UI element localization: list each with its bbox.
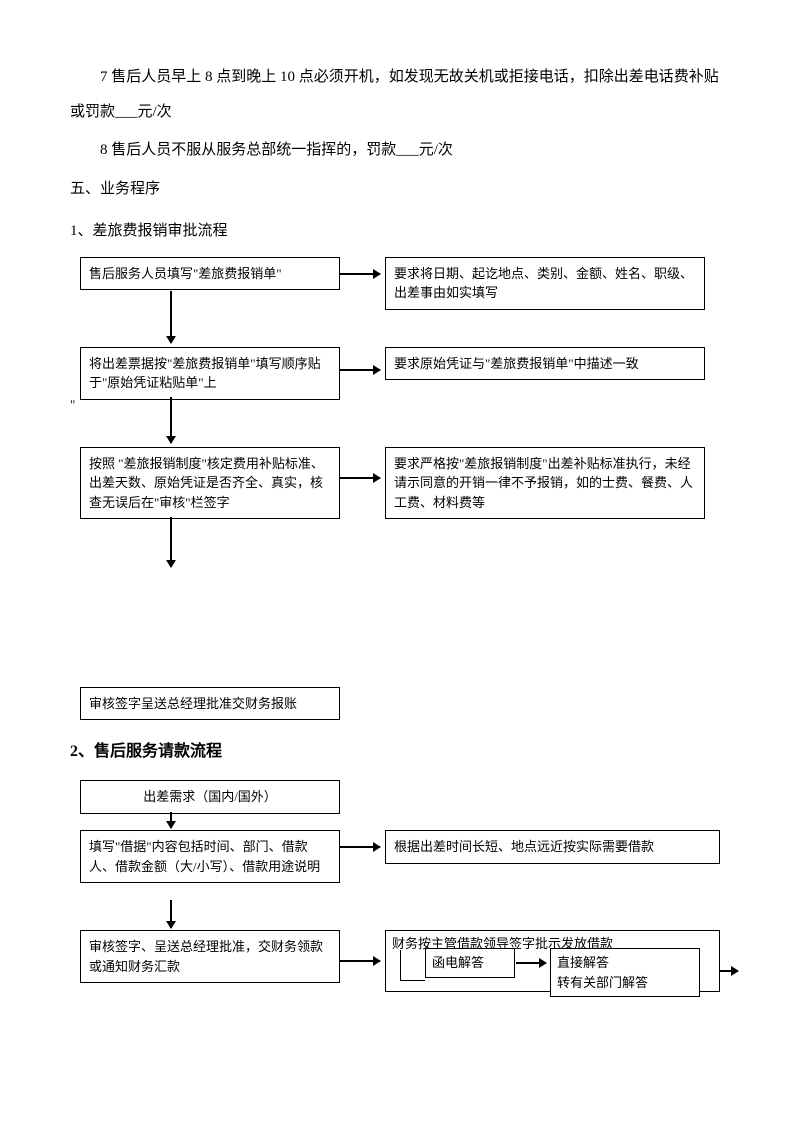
h1-text: 1、差旅费报销审批流程	[70, 223, 228, 239]
flow2-box3: 审核签字、呈送总经理批准，交财务领款或通知财务汇款	[80, 930, 340, 983]
arrow-d3	[170, 517, 172, 567]
arrow-d1	[170, 291, 172, 343]
arrow-r2	[340, 369, 380, 371]
flow2-box2: 填写"借据"内容包括时间、部门、借款人、借款金额（大/小写）、借款用途说明	[80, 830, 340, 883]
arrow-r1	[340, 273, 380, 275]
flow2-sub2-text: 直接解答	[557, 953, 693, 973]
flow1-box3r: 要求严格按"差旅报销制度"出差补贴标准执行，未经请示同意的开销一律不予报销，如的…	[385, 447, 705, 520]
flow2-box2r: 根据出差时间长短、地点远近按实际需要借款	[385, 830, 720, 864]
arrow2-sub-r	[516, 962, 546, 964]
arrow2-d1	[170, 812, 172, 828]
flow1-b1r-text: 要求将日期、起讫地点、类别、金额、姓名、职级、出差事由如实填写	[394, 266, 693, 301]
flow1-box1r: 要求将日期、起讫地点、类别、金额、姓名、职级、出差事由如实填写	[385, 257, 705, 310]
heading-flow2: 2、售后服务请款流程	[70, 734, 730, 771]
flow1-box4: 审核签字呈送总经理批准交财务报账	[80, 687, 340, 721]
heading-5: 五、业务程序	[70, 172, 730, 207]
flow1-box1: 售后服务人员填写"差旅费报销单"	[80, 257, 340, 291]
flow1-box2: 将出差票据按"差旅费报销单"填写顺序贴于"原始凭证粘贴单"上	[80, 347, 340, 400]
p7-text: 7 售后人员早上 8 点到晚上 10 点必须开机，如发现无故关机或拒接电话，扣除…	[70, 69, 719, 120]
flow2-sub3-text: 转有关部门解答	[557, 973, 693, 993]
flow1-b2-text: 将出差票据按"差旅费报销单"填写顺序贴于"原始凭证粘贴单"上	[89, 356, 321, 391]
paragraph-7: 7 售后人员早上 8 点到晚上 10 点必须开机，如发现无故关机或拒接电话，扣除…	[70, 60, 730, 129]
flowchart-2: 出差需求（国内/国外） 填写"借据"内容包括时间、部门、借款人、借款金额（大/小…	[70, 780, 730, 1000]
flow2-sub2-3: 直接解答 转有关部门解答	[550, 948, 700, 997]
heading-flow1: 1、差旅费报销审批流程	[70, 214, 730, 249]
arrow2-r2	[340, 846, 380, 848]
arrow2-r3	[340, 960, 380, 962]
flow2-sub1-text: 函电解答	[432, 955, 484, 970]
flow1-b2r-text: 要求原始凭证与"差旅费报销单"中描述一致	[394, 356, 639, 371]
flow1-box2r: 要求原始凭证与"差旅费报销单"中描述一致	[385, 347, 705, 381]
arrow-r3	[340, 477, 380, 479]
flow1-b3-text: 按照 "差旅报销制度"核定费用补贴标准、出差天数、原始凭证是否齐全、真实，核查无…	[89, 456, 324, 510]
flow2-b3-text: 审核签字、呈送总经理批准，交财务领款或通知财务汇款	[89, 939, 323, 974]
h5-text: 五、业务程序	[70, 181, 160, 197]
p8-text: 8 售后人员不服从服务总部统一指挥的，罚款___元/次	[100, 142, 453, 158]
flow1-b3r-text: 要求严格按"差旅报销制度"出差补贴标准执行，未经请示同意的开销一律不予报销，如的…	[394, 456, 693, 510]
flow2-b2-text: 填写"借据"内容包括时间、部门、借款人、借款金额（大/小写）、借款用途说明	[89, 839, 320, 874]
arrow2-far-r	[720, 970, 738, 972]
arrow2-d2	[170, 900, 172, 928]
paragraph-8: 8 售后人员不服从服务总部统一指挥的，罚款___元/次	[70, 133, 730, 168]
flow1-box3: 按照 "差旅报销制度"核定费用补贴标准、出差天数、原始凭证是否齐全、真实，核查无…	[80, 447, 340, 520]
stray-quote: "	[70, 397, 75, 413]
flowchart-1: 售后服务人员填写"差旅费报销单" 要求将日期、起讫地点、类别、金额、姓名、职级、…	[70, 257, 730, 722]
line-h1	[400, 980, 425, 981]
line-v1	[400, 950, 401, 980]
h2-text: 2、售后服务请款流程	[70, 743, 222, 760]
arrow-d2	[170, 397, 172, 443]
flow1-b1-text: 售后服务人员填写"差旅费报销单"	[89, 266, 282, 281]
flow2-b2r-text: 根据出差时间长短、地点远近按实际需要借款	[394, 839, 654, 854]
flow2-box1: 出差需求（国内/国外）	[80, 780, 340, 814]
flow1-b4-text: 审核签字呈送总经理批准交财务报账	[89, 696, 297, 711]
flow2-b1-text: 出差需求（国内/国外）	[143, 789, 277, 804]
flow2-sub1: 函电解答	[425, 948, 515, 978]
